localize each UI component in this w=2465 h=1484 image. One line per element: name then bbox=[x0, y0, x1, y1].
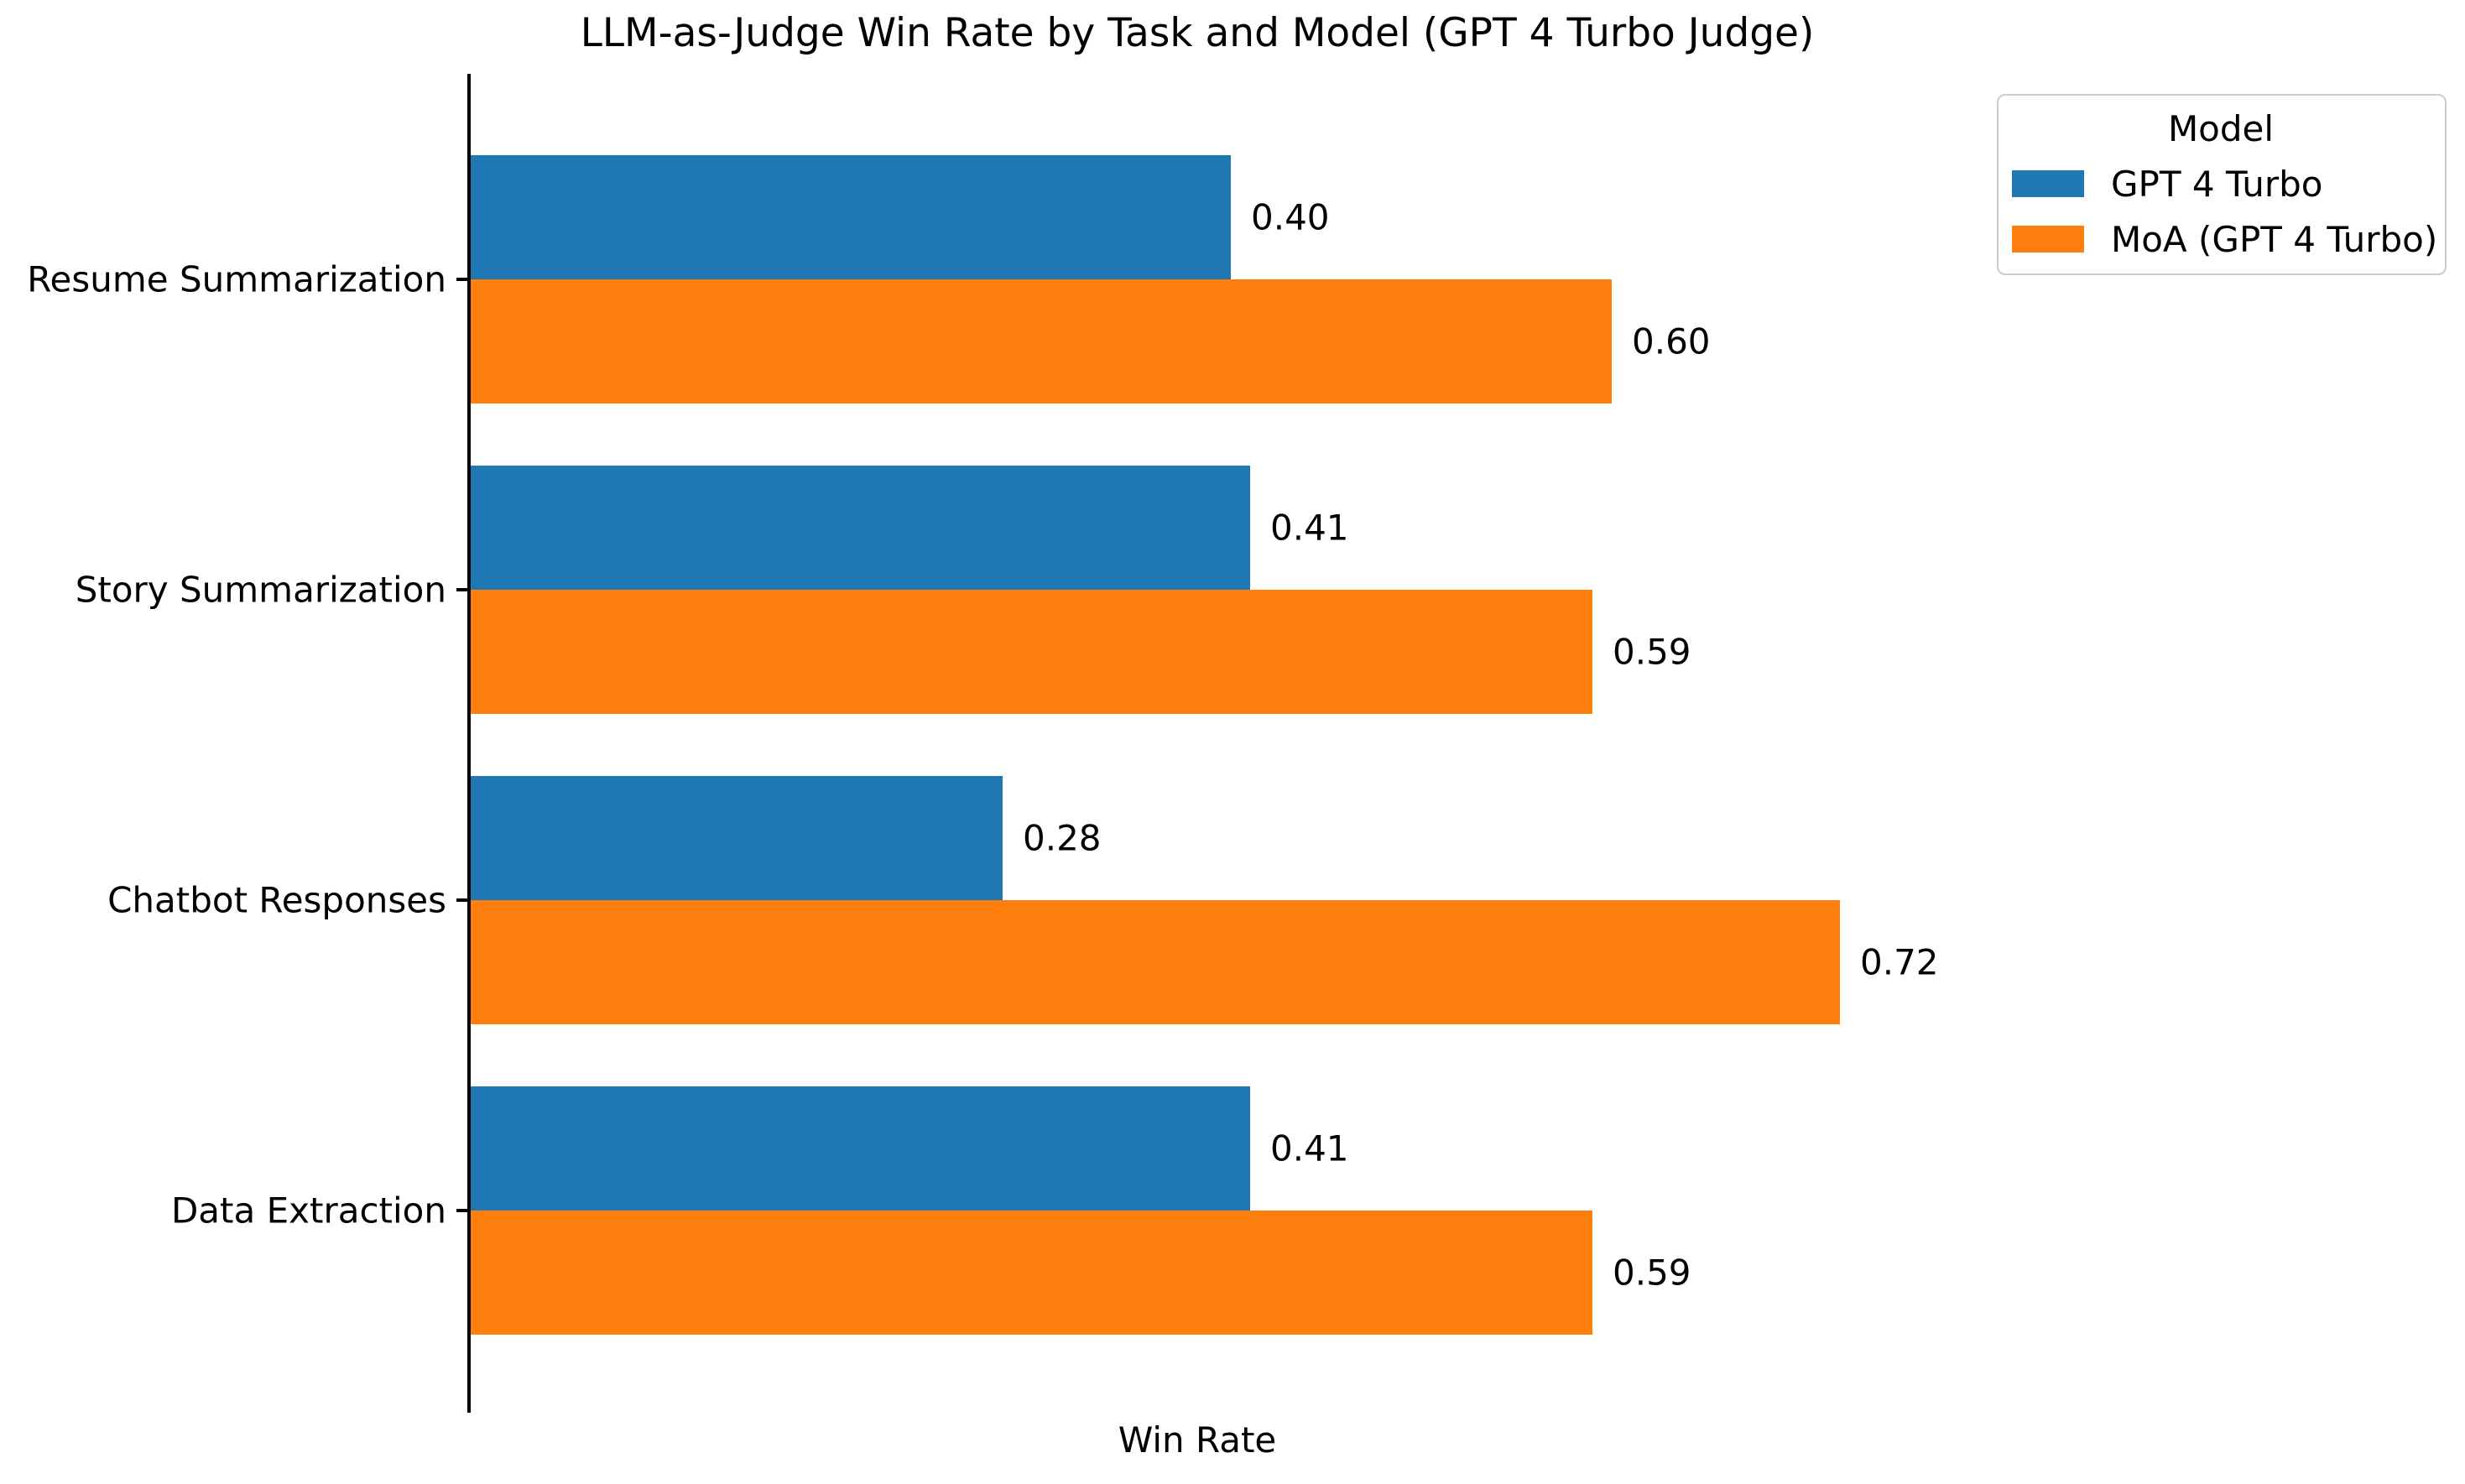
legend-item: MoA (GPT 4 Turbo) bbox=[2012, 211, 2437, 267]
value-label-moa-gpt-4-turbo-resume-summarization: 0.60 bbox=[1632, 320, 1711, 362]
category-label-data-extraction: Data Extraction bbox=[170, 1190, 446, 1231]
legend-item: GPT 4 Turbo bbox=[2012, 156, 2430, 211]
y-tick-resume-summarization bbox=[456, 278, 468, 281]
legend-swatch-gpt-4-turbo bbox=[2012, 170, 2084, 197]
bar-gpt-4-turbo-chatbot-responses bbox=[471, 776, 1003, 900]
bar-moa-gpt-4-turbo-story-summarization bbox=[471, 590, 1592, 714]
value-label-moa-gpt-4-turbo-chatbot-responses: 0.72 bbox=[1860, 941, 1939, 983]
y-tick-story-summarization bbox=[456, 588, 468, 591]
value-label-gpt-4-turbo-resume-summarization: 0.40 bbox=[1251, 196, 1330, 238]
bar-gpt-4-turbo-story-summarization bbox=[471, 466, 1250, 590]
category-label-story-summarization: Story Summarization bbox=[75, 569, 446, 611]
value-label-moa-gpt-4-turbo-data-extraction: 0.59 bbox=[1613, 1252, 1691, 1294]
legend-item-label: MoA (GPT 4 Turbo) bbox=[2111, 218, 2438, 260]
value-label-gpt-4-turbo-data-extraction: 0.41 bbox=[1270, 1127, 1349, 1169]
bar-moa-gpt-4-turbo-data-extraction bbox=[471, 1211, 1592, 1335]
category-label-resume-summarization: Resume Summarization bbox=[27, 258, 446, 300]
x-axis-label: Win Rate bbox=[1118, 1419, 1277, 1461]
legend-item-label: GPT 4 Turbo bbox=[2111, 163, 2323, 205]
value-label-gpt-4-turbo-chatbot-responses: 0.28 bbox=[1023, 817, 1102, 859]
bar-gpt-4-turbo-resume-summarization bbox=[471, 155, 1231, 279]
y-tick-data-extraction bbox=[456, 1209, 468, 1212]
value-label-gpt-4-turbo-story-summarization: 0.41 bbox=[1270, 507, 1349, 549]
bar-moa-gpt-4-turbo-resume-summarization bbox=[471, 279, 1612, 404]
legend-title: Model bbox=[2167, 108, 2275, 149]
legend-swatch-moa-gpt-4-turbo bbox=[2012, 226, 2084, 253]
y-tick-chatbot-responses bbox=[456, 898, 468, 902]
value-label-moa-gpt-4-turbo-story-summarization: 0.59 bbox=[1613, 631, 1691, 673]
chart-title: LLM-as-Judge Win Rate by Task and Model … bbox=[580, 10, 1815, 56]
y-axis-spine bbox=[467, 74, 471, 1413]
bar-moa-gpt-4-turbo-chatbot-responses bbox=[471, 900, 1840, 1024]
bar-gpt-4-turbo-data-extraction bbox=[471, 1086, 1250, 1211]
legend: Model GPT 4 Turbo MoA (GPT 4 Turbo) bbox=[1997, 94, 2447, 275]
category-label-chatbot-responses: Chatbot Responses bbox=[107, 879, 446, 921]
